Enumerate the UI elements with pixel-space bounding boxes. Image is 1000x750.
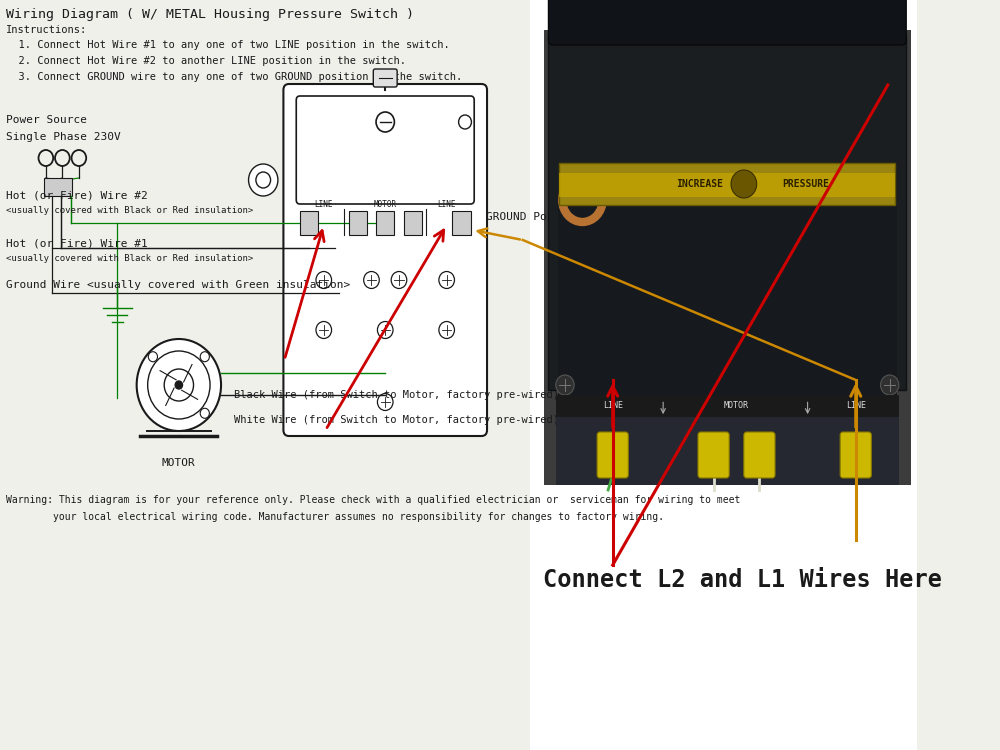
Circle shape — [881, 375, 899, 395]
Text: Warning: This diagram is for your reference only. Please check with a qualified : Warning: This diagram is for your refere… — [6, 495, 741, 505]
Bar — [44, 178, 72, 196]
Bar — [544, 30, 911, 485]
Bar — [452, 211, 471, 235]
Text: Instructions:: Instructions: — [6, 25, 88, 35]
FancyBboxPatch shape — [597, 432, 628, 478]
Text: 3. Connect GROUND wire to any one of two GROUND position in the switch.: 3. Connect GROUND wire to any one of two… — [6, 71, 463, 82]
Circle shape — [249, 164, 278, 196]
Text: LINE: LINE — [846, 401, 866, 410]
Bar — [559, 173, 895, 197]
Text: <usually covered with Black or Red insulation>: <usually covered with Black or Red insul… — [6, 206, 254, 215]
Bar — [558, 205, 897, 405]
Circle shape — [556, 375, 574, 395]
Text: Hot (or Fire) Wire #1: Hot (or Fire) Wire #1 — [6, 238, 148, 248]
Text: White Wire (from Switch to Motor, factory pre-wired): White Wire (from Switch to Motor, factor… — [234, 415, 559, 425]
FancyBboxPatch shape — [548, 0, 906, 45]
Bar — [556, 395, 899, 417]
Bar — [376, 211, 394, 235]
FancyBboxPatch shape — [373, 69, 397, 87]
Circle shape — [731, 170, 757, 198]
Bar — [559, 163, 895, 205]
FancyBboxPatch shape — [744, 432, 775, 478]
Text: LINE: LINE — [315, 200, 333, 209]
Circle shape — [175, 381, 183, 389]
Bar — [556, 415, 899, 485]
Bar — [349, 211, 367, 235]
Text: Hot (or Fire) Wire #2: Hot (or Fire) Wire #2 — [6, 190, 148, 200]
Text: Single Phase 230V: Single Phase 230V — [6, 132, 121, 142]
Text: MOTOR: MOTOR — [374, 200, 397, 209]
Text: LINE: LINE — [603, 401, 623, 410]
Text: MOTOR: MOTOR — [162, 458, 196, 468]
FancyBboxPatch shape — [296, 96, 474, 204]
Text: 1. Connect Hot Wire #1 to any one of two LINE position in the switch.: 1. Connect Hot Wire #1 to any one of two… — [6, 40, 450, 50]
Text: Power Source: Power Source — [6, 115, 87, 125]
Bar — [530, 0, 917, 750]
Text: Connect L2 and L1 Wires Here: Connect L2 and L1 Wires Here — [543, 568, 942, 592]
Text: PRESSURE: PRESSURE — [782, 179, 829, 189]
FancyBboxPatch shape — [283, 84, 487, 436]
FancyBboxPatch shape — [698, 432, 729, 478]
Text: INCREASE: INCREASE — [676, 179, 723, 189]
Text: Black Wire (from Switch to Motor, factory pre-wired): Black Wire (from Switch to Motor, factor… — [234, 390, 559, 400]
Bar — [548, 35, 906, 390]
Text: <usually covered with Black or Red insulation>: <usually covered with Black or Red insul… — [6, 254, 254, 263]
Bar — [300, 211, 318, 235]
Text: Ground Wire <usually covered with Green insulation>: Ground Wire <usually covered with Green … — [6, 280, 351, 290]
Text: LINE: LINE — [437, 200, 456, 209]
Circle shape — [137, 339, 221, 431]
Text: GROUND Positions: GROUND Positions — [486, 212, 594, 222]
FancyBboxPatch shape — [840, 432, 871, 478]
Bar — [404, 211, 422, 235]
Text: MOTOR: MOTOR — [724, 401, 749, 410]
Text: 2. Connect Hot Wire #2 to another LINE position in the switch.: 2. Connect Hot Wire #2 to another LINE p… — [6, 56, 406, 66]
Text: Wiring Diagram ( W/ METAL Housing Pressure Switch ): Wiring Diagram ( W/ METAL Housing Pressu… — [6, 8, 414, 21]
Text: your local electrical wiring code. Manufacturer assumes no responsibility for ch: your local electrical wiring code. Manuf… — [6, 512, 664, 522]
